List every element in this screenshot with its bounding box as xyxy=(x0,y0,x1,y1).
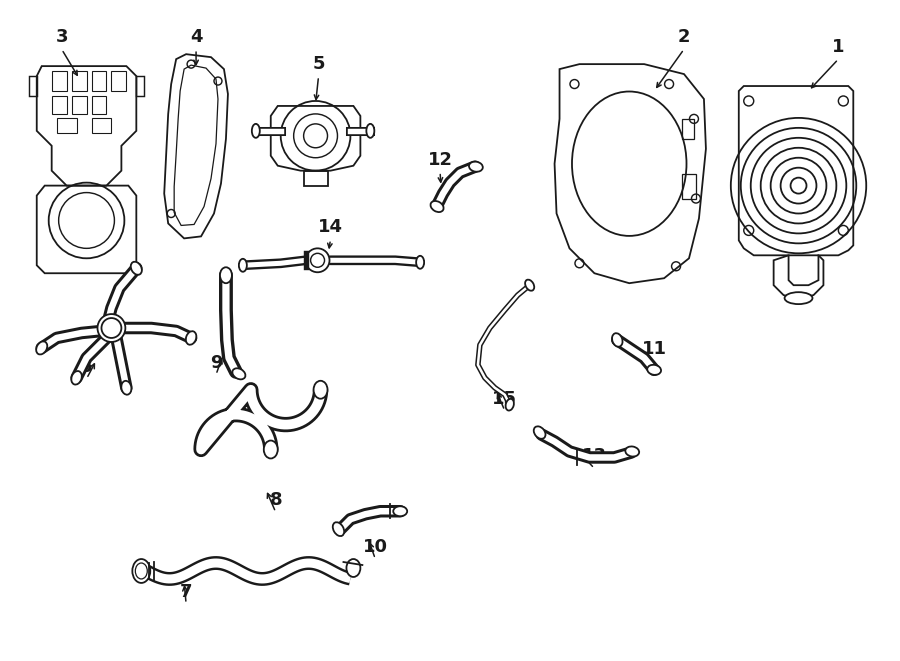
Ellipse shape xyxy=(469,162,482,172)
Ellipse shape xyxy=(366,124,374,137)
Ellipse shape xyxy=(71,371,82,385)
Bar xyxy=(29,76,37,96)
Ellipse shape xyxy=(430,201,444,212)
Ellipse shape xyxy=(313,381,328,399)
Ellipse shape xyxy=(393,506,407,516)
Text: 1: 1 xyxy=(832,38,844,56)
Ellipse shape xyxy=(130,262,142,275)
Ellipse shape xyxy=(232,368,246,379)
Ellipse shape xyxy=(647,365,662,375)
Bar xyxy=(136,76,144,96)
Ellipse shape xyxy=(525,280,535,291)
Ellipse shape xyxy=(185,331,196,345)
Text: 12: 12 xyxy=(428,151,453,169)
Ellipse shape xyxy=(346,559,360,577)
Ellipse shape xyxy=(264,440,278,459)
Text: 3: 3 xyxy=(56,28,68,46)
Text: 5: 5 xyxy=(312,55,325,73)
Ellipse shape xyxy=(612,333,623,347)
Text: 14: 14 xyxy=(318,218,343,237)
Ellipse shape xyxy=(626,446,639,457)
Ellipse shape xyxy=(132,559,150,583)
Ellipse shape xyxy=(220,267,232,283)
Ellipse shape xyxy=(785,292,813,304)
Ellipse shape xyxy=(416,256,424,269)
Text: 4: 4 xyxy=(190,28,203,46)
Text: 10: 10 xyxy=(363,538,388,556)
Ellipse shape xyxy=(534,426,545,439)
Ellipse shape xyxy=(238,259,247,272)
Text: 6: 6 xyxy=(80,358,93,376)
Circle shape xyxy=(97,314,125,342)
Ellipse shape xyxy=(122,381,131,395)
Text: 7: 7 xyxy=(180,583,193,601)
Text: 11: 11 xyxy=(642,340,667,358)
Circle shape xyxy=(102,318,122,338)
Ellipse shape xyxy=(36,341,48,354)
Ellipse shape xyxy=(506,399,514,410)
Text: 15: 15 xyxy=(492,390,517,408)
Text: 8: 8 xyxy=(269,491,282,509)
Text: 13: 13 xyxy=(582,447,607,465)
Text: 2: 2 xyxy=(678,28,690,46)
Text: 9: 9 xyxy=(210,354,222,372)
Circle shape xyxy=(306,249,329,272)
Ellipse shape xyxy=(252,124,260,137)
Ellipse shape xyxy=(333,522,344,536)
